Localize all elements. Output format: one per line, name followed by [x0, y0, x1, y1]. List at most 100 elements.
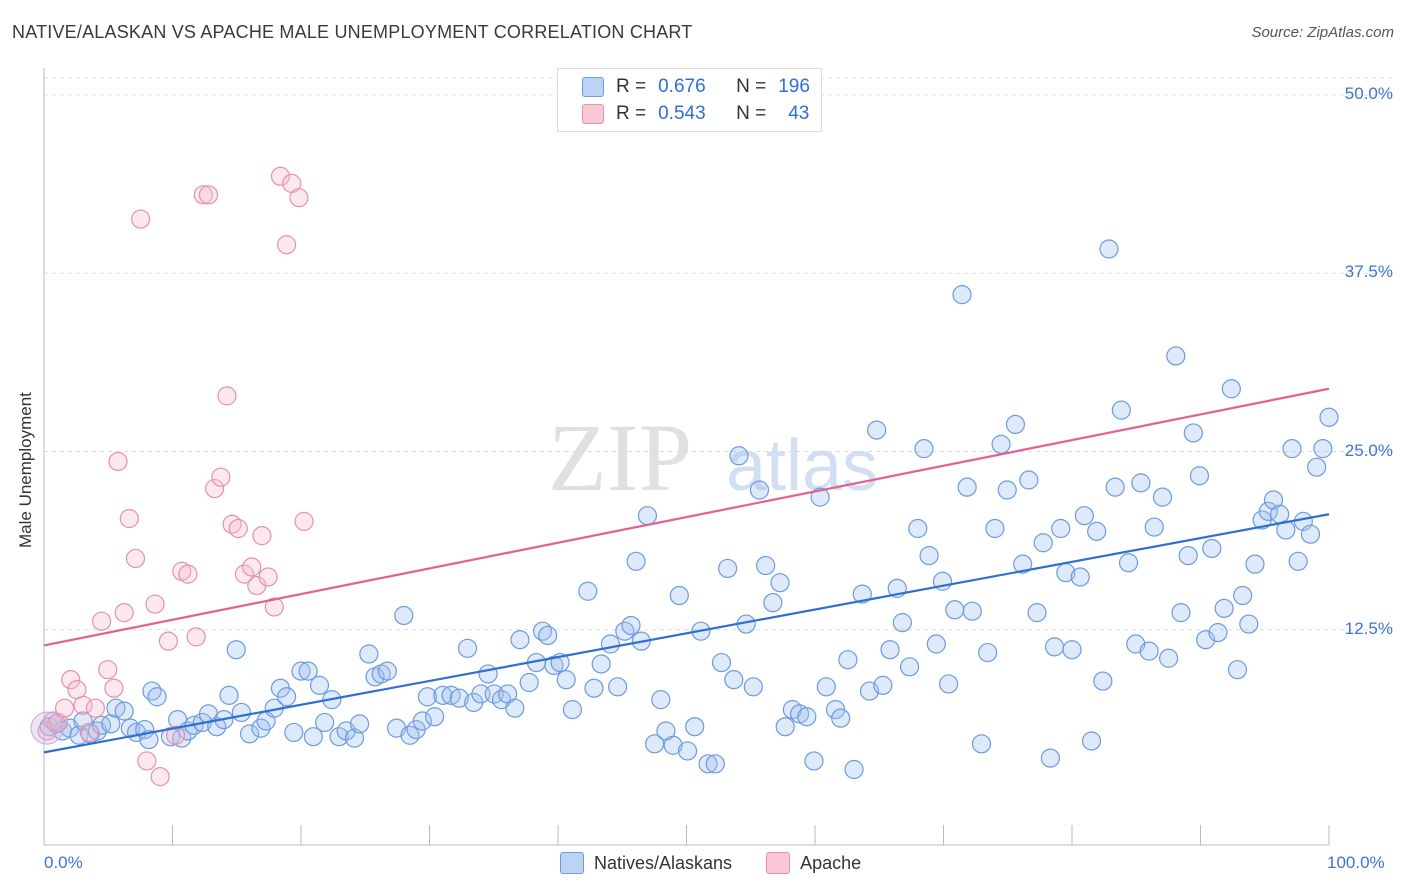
- natives-point: [892, 613, 912, 633]
- natives-point: [139, 729, 159, 750]
- natives-point: [142, 681, 162, 701]
- natives-point: [957, 477, 977, 497]
- natives-point: [1013, 554, 1033, 574]
- natives-point: [349, 714, 370, 734]
- apache-point: [54, 698, 75, 718]
- n-value: 196: [778, 76, 810, 97]
- natives-point: [226, 640, 246, 660]
- natives-point: [457, 638, 478, 658]
- natives-point: [797, 707, 817, 727]
- natives-point: [1239, 614, 1259, 634]
- natives-point: [952, 285, 972, 305]
- natives-point: [705, 754, 725, 774]
- legend-item-apache[interactable]: Apache: [766, 852, 861, 874]
- apache-point: [98, 660, 118, 680]
- natives-point: [880, 640, 900, 660]
- apache-point: [85, 698, 106, 718]
- natives-point: [1276, 520, 1296, 540]
- natives-point: [939, 674, 959, 694]
- natives-point: [810, 487, 830, 507]
- apache-swatch: [582, 104, 604, 124]
- natives-point: [298, 661, 318, 681]
- natives-point: [991, 434, 1011, 454]
- natives-point: [685, 717, 705, 737]
- natives-point: [637, 506, 658, 526]
- natives-swatch: [582, 77, 604, 97]
- natives-point: [971, 734, 992, 754]
- natives-point: [449, 688, 469, 708]
- natives-point: [838, 650, 858, 670]
- natives-point: [284, 722, 304, 743]
- x-tick-label-min: 0.0%: [44, 853, 83, 872]
- natives-point: [651, 690, 671, 710]
- x-tick-label-max: 100.0%: [1327, 853, 1385, 872]
- apache-point: [150, 767, 170, 787]
- trend-lines: [43, 387, 1330, 754]
- natives-point: [1027, 603, 1047, 623]
- apache-point: [178, 564, 198, 584]
- natives-point: [1288, 551, 1308, 571]
- natives-point: [1040, 748, 1061, 768]
- natives-point: [359, 644, 379, 664]
- natives-point: [231, 702, 251, 723]
- natives-point: [1263, 490, 1284, 510]
- apache-point: [234, 564, 255, 584]
- natives-point: [914, 439, 934, 459]
- source-label: Source: ZipAtlas.com: [1251, 24, 1394, 41]
- apache-point: [211, 467, 231, 487]
- natives-point: [1183, 423, 1203, 443]
- natives-point: [291, 661, 311, 681]
- natives-point: [1258, 501, 1278, 521]
- natives-point: [1099, 239, 1119, 259]
- stats-row-natives: R = 0.676 N = 196: [582, 74, 810, 100]
- natives-point: [1189, 466, 1210, 486]
- natives-point: [978, 642, 998, 663]
- y-tick-label: 37.5%: [1344, 262, 1393, 282]
- natives-point: [1070, 567, 1090, 587]
- natives-point: [1144, 517, 1164, 537]
- natives-point: [1152, 487, 1173, 507]
- natives-point: [1051, 518, 1071, 539]
- natives-point: [519, 672, 539, 693]
- natives-point: [478, 664, 498, 684]
- natives-point: [1171, 603, 1191, 623]
- natives-point: [1087, 521, 1107, 541]
- natives-point: [1300, 524, 1321, 544]
- natives-point: [1233, 585, 1253, 606]
- natives-point: [591, 654, 611, 674]
- legend-item-natives[interactable]: Natives/Alaskans: [560, 852, 732, 874]
- apache-point: [79, 722, 99, 743]
- apache-point: [270, 166, 291, 186]
- natives-point: [114, 701, 134, 721]
- natives-point: [1196, 630, 1216, 650]
- natives-point: [804, 751, 824, 771]
- natives-point: [433, 685, 453, 705]
- axes: [43, 68, 1330, 846]
- natives-point: [538, 625, 558, 646]
- n-value: 43: [788, 103, 810, 124]
- apache-point: [125, 548, 146, 569]
- apache-point: [228, 518, 248, 539]
- natives-point: [669, 585, 689, 606]
- r-value: 0.543: [658, 103, 706, 124]
- natives-point: [578, 581, 598, 601]
- natives-point: [852, 584, 872, 604]
- natives-point: [1202, 538, 1222, 559]
- series-legend: Natives/Alaskans Apache: [560, 852, 895, 874]
- r-label: R =: [616, 76, 647, 97]
- natives-point: [425, 707, 445, 727]
- natives-point: [867, 420, 887, 440]
- natives-point: [729, 446, 749, 466]
- apache-point: [277, 235, 297, 255]
- natives-point: [621, 615, 641, 636]
- y-tick-label: 50.0%: [1344, 84, 1393, 103]
- natives-point: [1313, 439, 1333, 459]
- natives-point: [1139, 641, 1159, 661]
- natives-point: [1062, 640, 1082, 660]
- apache-point: [104, 678, 124, 698]
- apache-point: [131, 209, 151, 229]
- natives-point: [1214, 598, 1234, 618]
- natives-point: [394, 605, 414, 626]
- natives-point: [1118, 553, 1139, 573]
